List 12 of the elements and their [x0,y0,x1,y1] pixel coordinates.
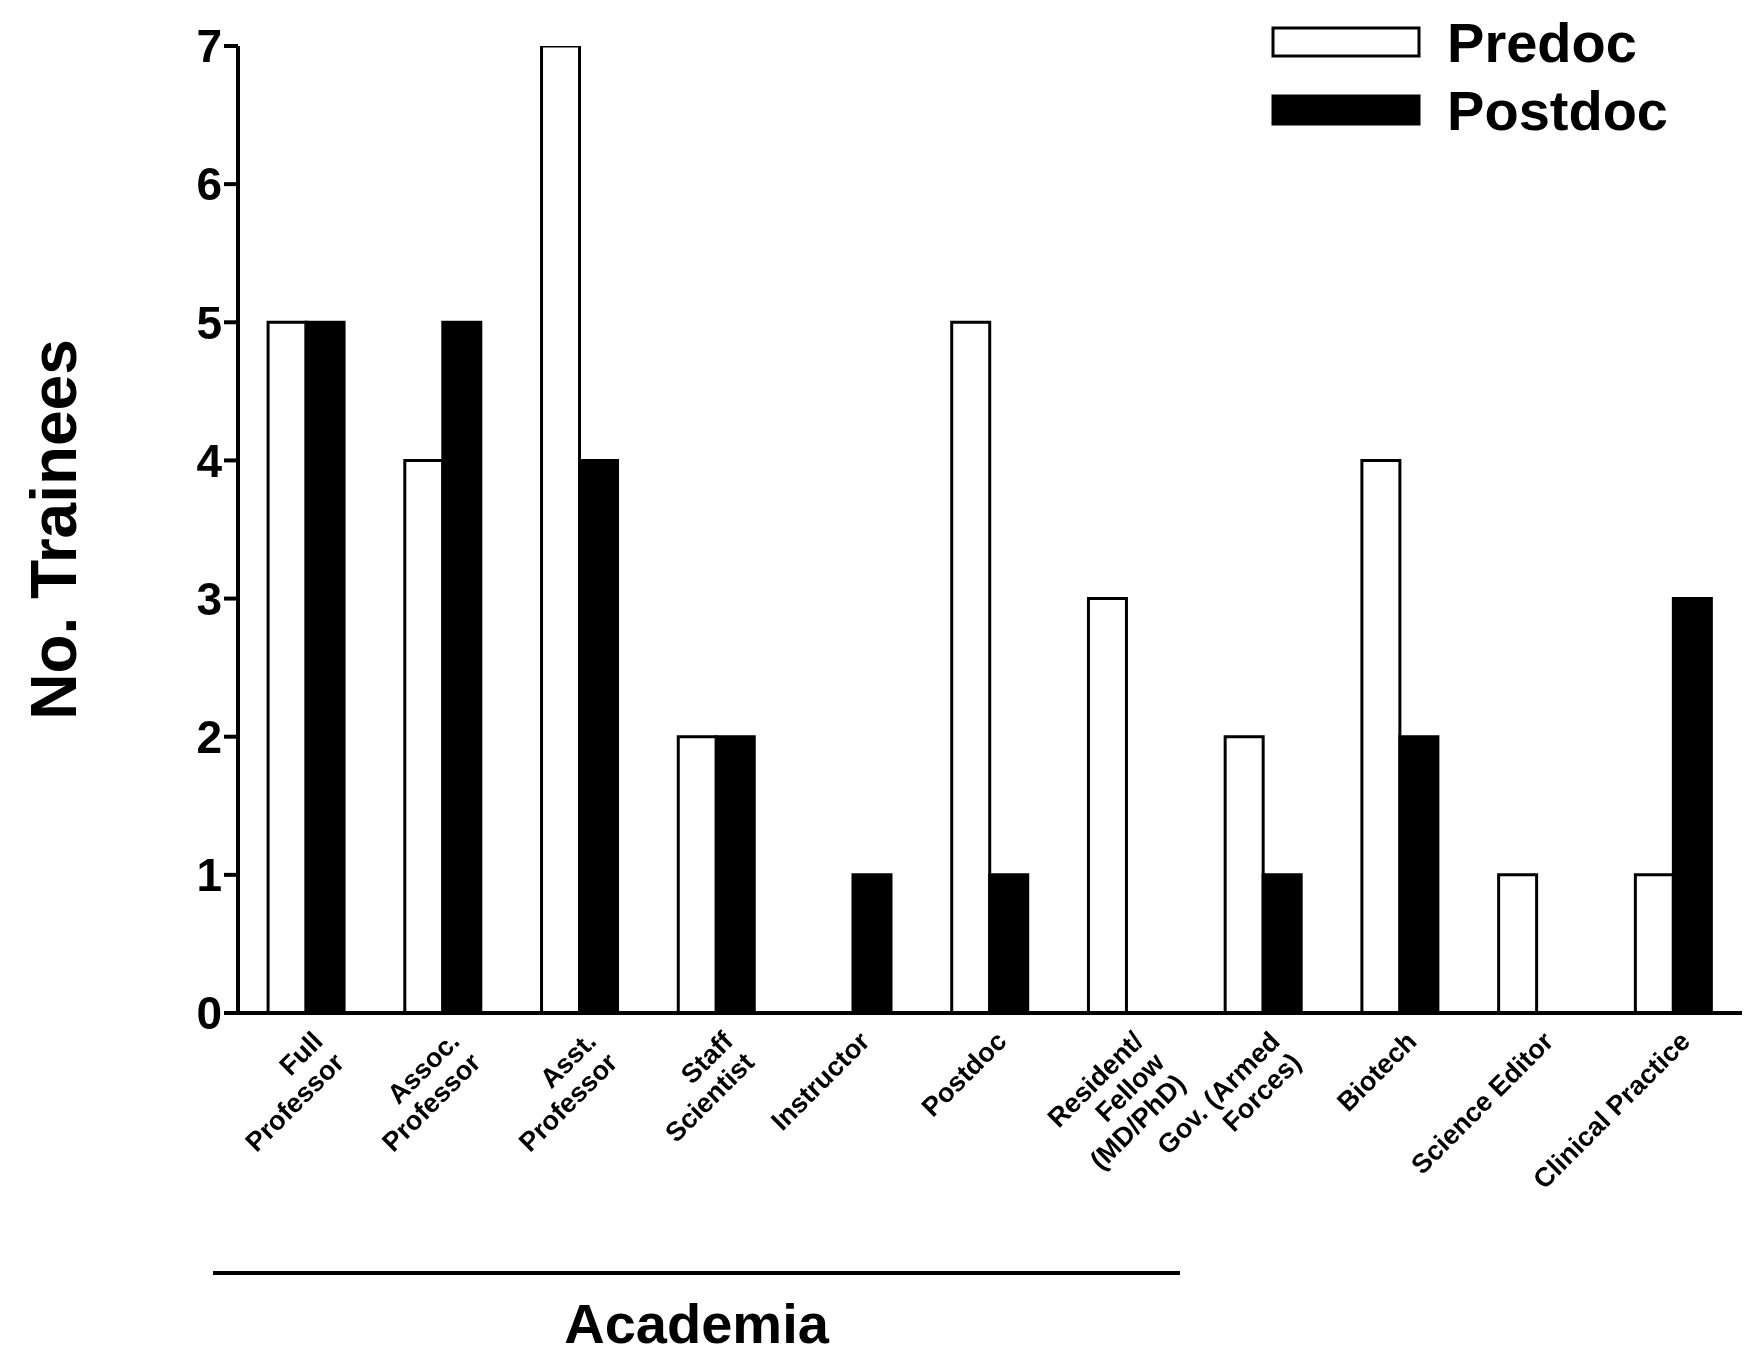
y-tick-label: 6 [196,158,222,211]
y-tick-label: 7 [196,20,222,73]
y-tick-label: 1 [196,849,222,902]
y-axis-title: No. Trainees [18,339,90,720]
y-tick-label: 2 [196,711,222,764]
y-tick-label: 3 [196,572,222,625]
text: Academia [563,1291,831,1356]
y-tick-label: 0 [196,987,222,1040]
y-tick-label: 4 [196,434,223,487]
y-tick-label: 5 [196,296,222,349]
legend-label: Postdoc [1447,77,1668,143]
legend-label: Predoc [1447,9,1637,75]
